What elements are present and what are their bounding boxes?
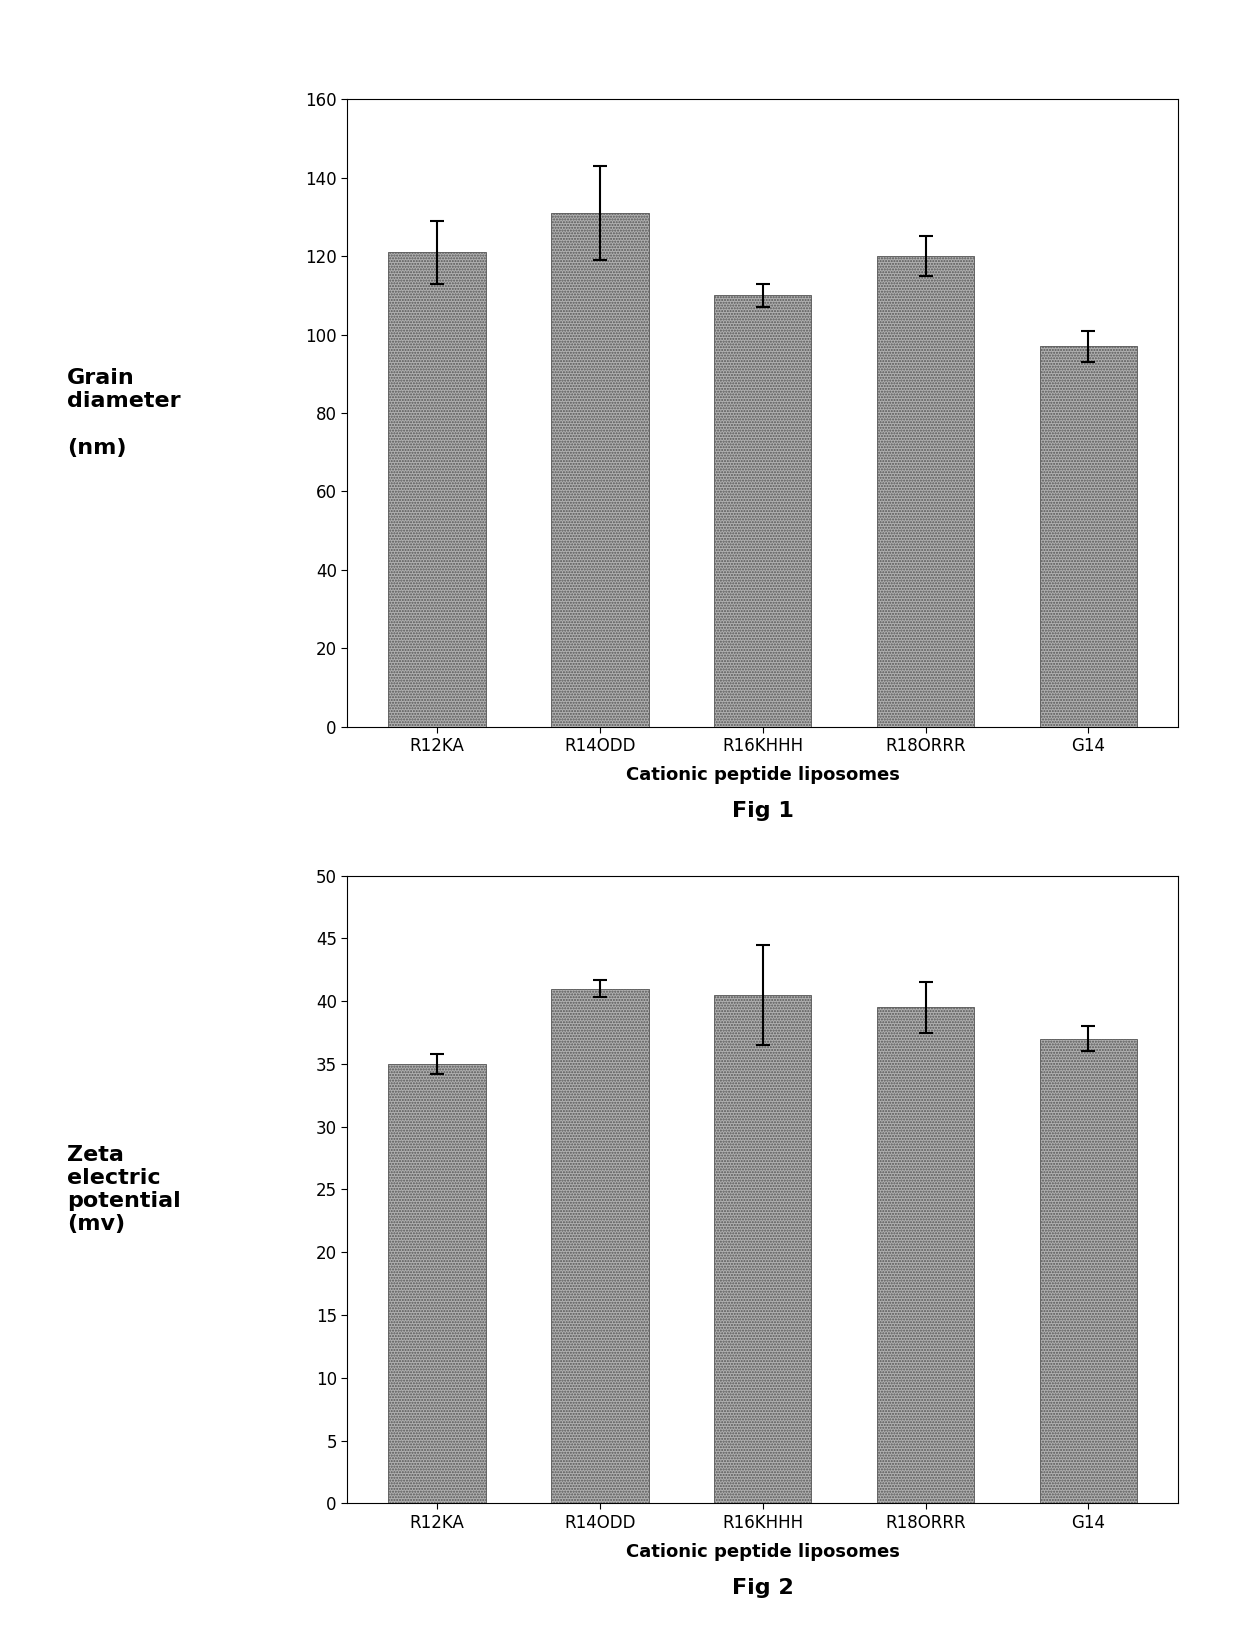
Bar xyxy=(388,253,486,727)
X-axis label: Cationic peptide liposomes: Cationic peptide liposomes xyxy=(626,1543,899,1561)
Bar xyxy=(877,1008,975,1503)
Bar xyxy=(1039,347,1137,727)
Text: Fig 1: Fig 1 xyxy=(732,801,794,821)
Bar xyxy=(388,1064,486,1503)
Bar xyxy=(551,213,649,727)
Bar xyxy=(714,995,811,1503)
Bar xyxy=(551,988,649,1503)
Bar xyxy=(877,256,975,727)
Text: Fig 2: Fig 2 xyxy=(732,1578,794,1597)
X-axis label: Cationic peptide liposomes: Cationic peptide liposomes xyxy=(626,767,899,785)
Bar xyxy=(1039,1039,1137,1503)
Text: Zeta
electric
potential
(mv): Zeta electric potential (mv) xyxy=(67,1145,181,1234)
Text: Grain
diameter

(nm): Grain diameter (nm) xyxy=(67,368,181,458)
Bar xyxy=(714,296,811,727)
